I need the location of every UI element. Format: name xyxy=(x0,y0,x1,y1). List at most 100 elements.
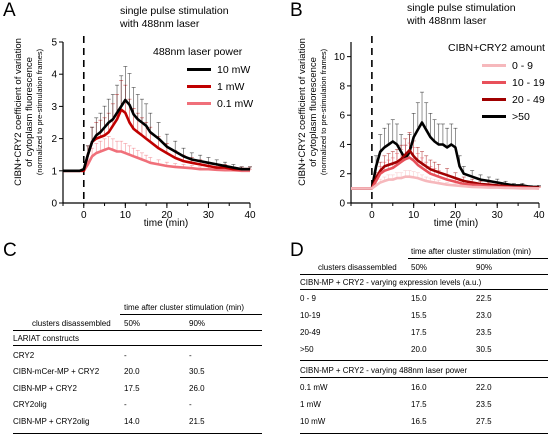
chart-a-ylabel-line2: of cytoplasm fluorescence xyxy=(24,57,35,167)
table-d-row-v90: 30.5 xyxy=(476,345,492,354)
y-tick-label: 8 xyxy=(339,81,345,92)
table-d-row-label: 20-49 xyxy=(300,328,321,337)
table-d-subhead-90: 90% xyxy=(476,263,493,272)
y-tick-label: 3 xyxy=(51,102,57,113)
table-c-row-v90: - xyxy=(189,400,192,409)
table-d-row-v50: 17.5 xyxy=(411,400,427,409)
chart-a-ylabel: CIBN+CRY2 coefficient of variation of cy… xyxy=(13,38,44,186)
panel-letter-c: C xyxy=(3,240,17,261)
y-tick-label: 6 xyxy=(339,111,345,122)
table-c-header: time after cluster stimulation (min) xyxy=(124,303,245,312)
table-d-row-v50: 17.5 xyxy=(411,328,427,337)
table-d-row-v50: 16.5 xyxy=(411,417,427,426)
table-c-row-v50: - xyxy=(124,351,127,360)
table-d-row-v90: 27.5 xyxy=(476,417,492,426)
chart-b-title-line2: with 488nm laser xyxy=(406,15,487,27)
y-tick-label: 2 xyxy=(51,134,57,145)
table-d-row-v90: 22.5 xyxy=(476,294,492,303)
table-c-row-v50: - xyxy=(124,400,127,409)
table-d-header: time after cluster stimulation (min) xyxy=(411,247,532,256)
table-d-section1: CIBN-MP + CRY2 - varying expression leve… xyxy=(300,278,482,287)
table-d-section2: CIBN-MP + CRY2 - varying 488nm laser pow… xyxy=(300,366,468,375)
legend-label: 1 mW xyxy=(217,81,245,93)
table-c-row-v90: 26.0 xyxy=(189,384,205,393)
table-c-row-label: CRY2 xyxy=(13,351,35,360)
legend-label: 10 mW xyxy=(217,64,250,76)
table-c-subhead-label: clusters disassembled xyxy=(32,319,111,328)
y-tick-label: 1 xyxy=(51,166,57,177)
chart-a-title-line2: with 488nm laser xyxy=(119,18,200,30)
table-d-subhead-50: 50% xyxy=(411,263,428,272)
table-d-row-label: 0.1 mW xyxy=(300,383,328,392)
table-c-row-v90: 21.5 xyxy=(189,417,205,426)
x-tick-label: 30 xyxy=(203,210,215,221)
table-d-row-v50: 16.0 xyxy=(411,383,427,392)
legend-label: 20 - 49 xyxy=(512,94,545,106)
y-tick-label: 0 xyxy=(339,199,345,210)
y-tick-label: 10 xyxy=(334,52,346,63)
table-d-row-v50: 20.0 xyxy=(411,345,427,354)
table-d-section2-rule xyxy=(300,377,548,378)
legend-label: >50 xyxy=(512,111,530,123)
table-c-header-rule xyxy=(120,314,262,315)
table-d-top-rule xyxy=(300,274,548,275)
table-c-row-v90: - xyxy=(189,351,192,360)
chart-b-title-line1: single pulse stimulation xyxy=(407,2,516,14)
series-line xyxy=(351,149,539,190)
series-line xyxy=(351,175,539,190)
chart-b-ylabel: CIBN+CRY2 coefficient of variation of cy… xyxy=(297,38,328,186)
table-d-row-v90: 23.0 xyxy=(476,311,492,320)
series-line xyxy=(351,121,539,190)
chart-b-ylabel-sub: (normalized to pre-stimulation frames) xyxy=(319,48,328,175)
series-line xyxy=(63,147,250,173)
chart-b-legend: CIBN+CRY2 amount 0 - 9 10 - 19 20 - 49 >50 xyxy=(448,42,545,123)
chart-a: single pulse stimulation with 488nm lase… xyxy=(13,5,256,229)
x-tick-label: 0 xyxy=(81,210,87,221)
table-d-mid-rule xyxy=(300,360,548,361)
table-d-row-v50: 15.5 xyxy=(411,311,427,320)
table-d-row-v90: 23.5 xyxy=(476,400,492,409)
x-tick-label: 40 xyxy=(244,210,256,221)
table-d-row-label: >50 xyxy=(300,345,314,354)
y-tick-label: 4 xyxy=(51,70,57,81)
x-tick-label: 20 xyxy=(161,210,173,221)
table-c-subhead-90: 90% xyxy=(189,319,206,328)
chart-a-legend: 488nm laser power 10 mW 1 mW 0.1 mW xyxy=(153,46,253,110)
table-d-row-v50: 15.0 xyxy=(411,294,427,303)
chart-b-ylabel-line2: of cytoplasm fluorescence xyxy=(308,57,319,167)
table-c-row-label: CRY2olig xyxy=(13,400,47,409)
legend-title: 488nm laser power xyxy=(153,46,243,58)
table-d-row-label: 1 mW xyxy=(300,400,321,409)
table-c-bottom-rule xyxy=(13,433,262,434)
table-d-header-rule xyxy=(408,258,548,259)
chart-a-ylabel-sub: (normalized to pre-stimulation frames) xyxy=(35,48,44,175)
table-d-bottom-rule xyxy=(300,433,548,434)
table-c-row-v50: 20.0 xyxy=(124,367,140,376)
x-tick-label: 20 xyxy=(450,210,462,221)
panel-letter-a: A xyxy=(3,0,16,21)
chart-a-ylabel-line1: CIBN+CRY2 coefficient of variation xyxy=(13,38,24,186)
table-d-subhead-label: clusters disassembled xyxy=(318,263,397,272)
x-tick-label: 0 xyxy=(369,210,375,221)
x-tick-label: 40 xyxy=(533,210,545,221)
table-d-row-label: 10 mW xyxy=(300,417,326,426)
chart-a-title-line1: single pulse stimulation xyxy=(120,5,229,17)
x-tick-label: 30 xyxy=(492,210,504,221)
table-c-row-v50: 17.5 xyxy=(124,384,140,393)
y-tick-label: 2 xyxy=(339,169,345,180)
legend-label: 0.1 mW xyxy=(217,98,253,110)
panel-letter-d: D xyxy=(290,240,304,261)
table-d-row-label: 0 - 9 xyxy=(300,294,317,303)
chart-b-ylabel-line1: CIBN+CRY2 coefficient of variation xyxy=(297,38,308,186)
table-c-subhead-50: 50% xyxy=(124,319,141,328)
chart-b-xlabel: time (min) xyxy=(434,218,478,229)
table-c-row-v90: 30.5 xyxy=(189,367,205,376)
x-tick-label: 10 xyxy=(408,210,420,221)
table-c-row-label: CIBN-mCer-MP + CRY2 xyxy=(13,367,100,376)
legend-title: CIBN+CRY2 amount xyxy=(448,42,545,54)
table-c-section-rule xyxy=(13,345,262,346)
chart-b: single pulse stimulation with 488nm lase… xyxy=(297,2,545,229)
x-tick-label: 10 xyxy=(120,210,132,221)
y-tick-label: 5 xyxy=(51,38,57,49)
series-line xyxy=(63,108,250,173)
